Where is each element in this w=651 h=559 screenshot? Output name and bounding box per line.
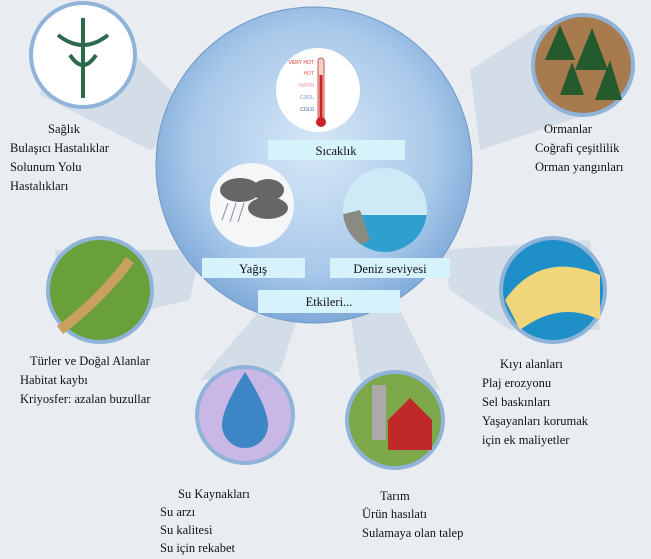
- thermo-label: HOT: [303, 71, 314, 77]
- impact-line: Sel baskınları: [482, 395, 551, 409]
- thermometer-fill: [320, 75, 323, 120]
- center-label: Sıcaklık: [316, 144, 358, 158]
- thermo-label: COLD: [300, 107, 314, 113]
- impact-line: Yaşayanları korumak: [482, 414, 589, 428]
- impact-title: Türler ve Doğal Alanlar: [30, 354, 151, 368]
- impact-title: Kıyı alanları: [500, 357, 563, 371]
- impact-line: Plaj erozyonu: [482, 376, 552, 390]
- impact-line: Habitat kaybı: [20, 373, 88, 387]
- thermo-label: WARM: [298, 83, 314, 89]
- impact-line: Orman yangınları: [535, 160, 624, 174]
- thermometer-bulb: [316, 117, 326, 127]
- impact-line: Coğrafi çeşitlilik: [535, 141, 620, 155]
- center-label: Deniz seviyesi: [353, 262, 427, 276]
- silo: [372, 385, 386, 440]
- impact-line: Kriyosfer: azalan buzullar: [20, 392, 151, 406]
- impact-title: Ormanlar: [544, 122, 593, 136]
- impact-line: Su arzı: [160, 505, 196, 519]
- center-label: Yağış: [239, 262, 267, 276]
- thermo-label: COOL: [300, 95, 314, 101]
- impact-line: Hastalıkları: [10, 179, 69, 193]
- impact-line: Ürün hasılatı: [362, 507, 427, 521]
- center-label: Etkileri...: [306, 295, 353, 309]
- impact-line: Solunum Yolu: [10, 160, 82, 174]
- impact-line: Su için rekabet: [160, 541, 236, 555]
- thermo-label: VERY HOT: [289, 60, 314, 66]
- impact-title: Sağlık: [48, 122, 81, 136]
- impact-title: Tarım: [380, 489, 410, 503]
- diagram: VERY HOT HOT WARM COOL COLD Sıcaklık Yağ…: [0, 0, 651, 559]
- impact-line: Su kalitesi: [160, 523, 213, 537]
- impact-title: Su Kaynakları: [178, 487, 250, 501]
- impact-line: Bulaşıcı Hastalıklar: [10, 141, 110, 155]
- impact-line: için ek maliyetler: [482, 433, 570, 447]
- impact-line: Sulamaya olan talep: [362, 526, 463, 540]
